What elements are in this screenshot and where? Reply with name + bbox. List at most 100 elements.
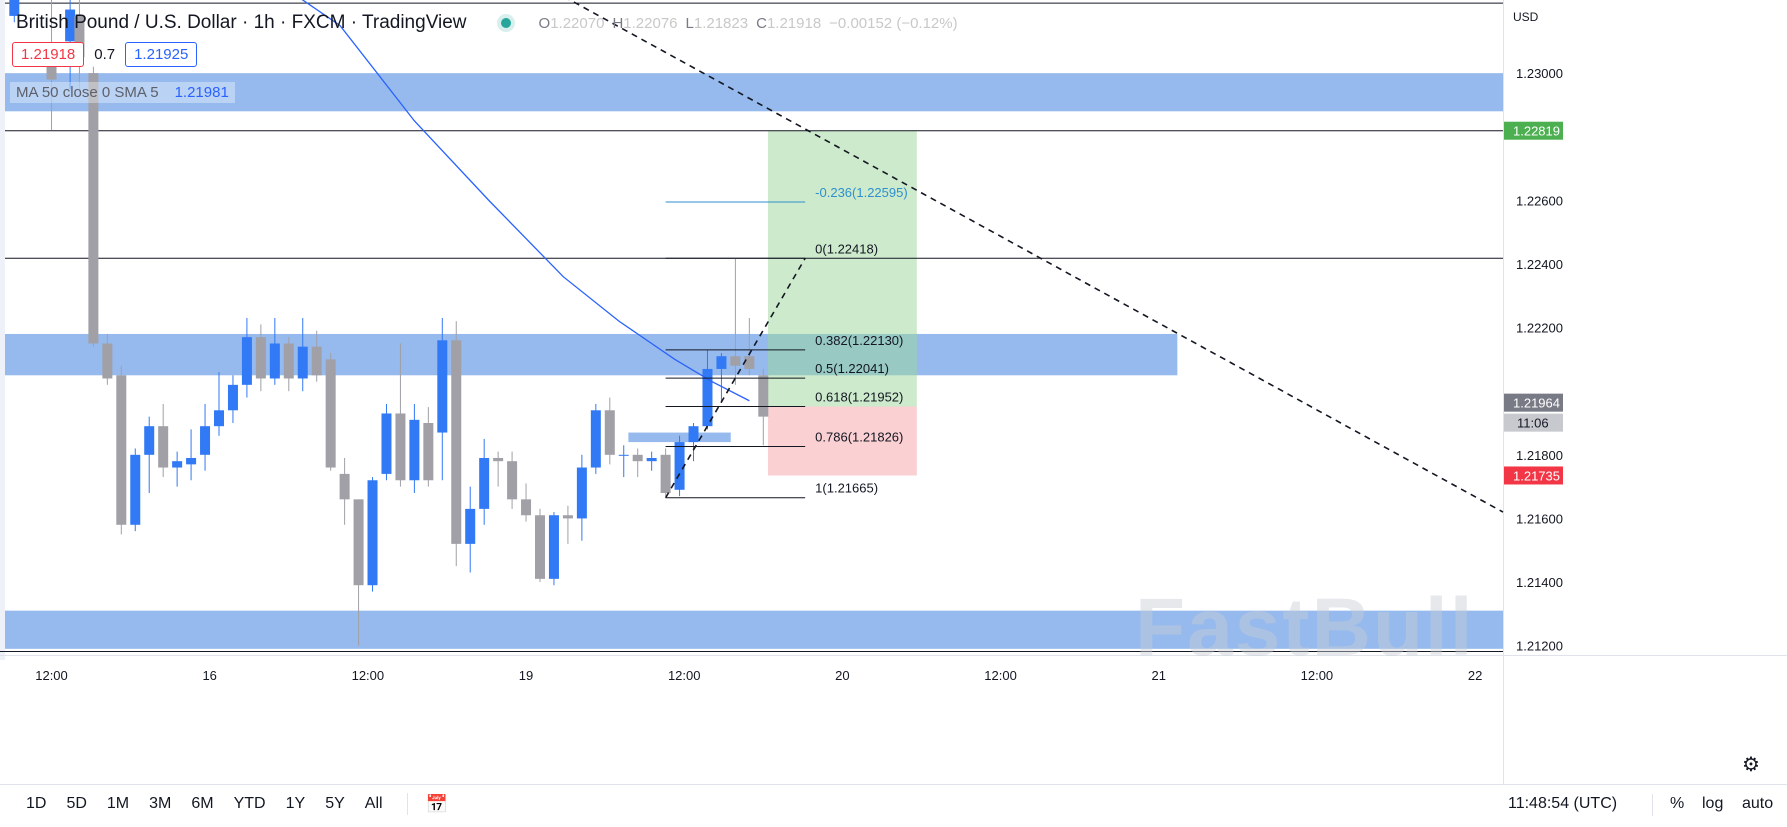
trade-prices: 1.21918 0.7 1.21925 <box>12 42 198 67</box>
log-scale-toggle[interactable]: log <box>1702 795 1724 812</box>
support-resistance-zone <box>5 610 1503 649</box>
price-badge <box>1504 393 1563 412</box>
fib-level-label: 0.5(1.22041) <box>815 361 889 376</box>
spread-value: 0.7 <box>94 46 116 63</box>
candle-body <box>381 413 392 474</box>
candle-body <box>74 15 85 58</box>
fib-trend-line <box>664 257 806 499</box>
time-tick-label: 12:00 <box>984 668 1017 683</box>
countdown-label: 11:06 <box>1517 416 1549 431</box>
ohlc-value: 1.21823 <box>693 14 749 32</box>
candle-body <box>227 384 238 411</box>
ohlc-values: O1.22070 H1.22076 L1.21823 C1.21918 −0.00152… <box>539 15 958 32</box>
fib-level-label: 0.382(1.22130) <box>815 333 903 348</box>
countdown-badge <box>1504 413 1563 432</box>
candle-body <box>465 508 476 544</box>
utc-clock[interactable]: 11:48:54 (UTC) <box>1508 795 1618 812</box>
candle-body <box>46 57 57 80</box>
price-tick-label: 1.22600 <box>1516 193 1563 208</box>
fib-level-label: -0.236(1.22595) <box>815 185 908 200</box>
price-tick-label: 1.21400 <box>1516 575 1563 590</box>
ohlc-value: 1.21918 <box>766 14 822 32</box>
time-tick-label: 12:00 <box>1301 668 1334 683</box>
left-edge <box>0 0 5 660</box>
support-resistance-zone <box>5 333 1178 376</box>
bottom-toolbar: 1D 5D 1M 3M 6M YTD 1Y 5Y All 📅 11:48:54 … <box>0 784 1787 824</box>
candle-body <box>339 473 350 500</box>
range-5d-button[interactable]: 5D <box>66 795 87 812</box>
ohlc-key: H <box>612 14 624 32</box>
ohlc-item: −0.00152 (−0.12%) <box>829 15 957 32</box>
candle-body <box>646 457 657 462</box>
range-1m-button[interactable]: 1M <box>106 795 130 812</box>
ma-legend[interactable]: MA 50 close 0 SMA 5 1.21981 <box>10 82 235 103</box>
fib-level-label: 0.786(1.21826) <box>815 430 903 445</box>
candle-body <box>172 461 183 468</box>
price-tick-label: 1.23000 <box>1516 66 1563 81</box>
ohlc-key: L <box>685 14 694 32</box>
ma-legend-label: MA 50 close 0 SMA 5 <box>16 84 159 101</box>
ma-legend-value: 1.21981 <box>174 84 229 101</box>
range-1y-button[interactable]: 1Y <box>285 795 306 812</box>
candle-body <box>562 515 573 519</box>
candle-body <box>409 419 420 481</box>
candle-body <box>200 426 211 455</box>
candle-body <box>590 410 601 468</box>
candle-body <box>702 368 713 427</box>
candle-body <box>730 356 741 366</box>
candle-body <box>214 410 224 427</box>
candle-body <box>423 423 434 481</box>
candle-body <box>716 356 727 369</box>
candle-body <box>744 356 755 369</box>
range-ytd-button[interactable]: YTD <box>233 795 266 812</box>
range-1d-button[interactable]: 1D <box>26 795 47 812</box>
candle-body <box>367 480 378 586</box>
price-tick-label: 1.21800 <box>1516 448 1563 463</box>
candle-body <box>9 0 20 16</box>
candle-body <box>88 73 99 344</box>
candle-body <box>144 426 155 455</box>
buy-price-button[interactable]: 1.21925 <box>125 42 198 67</box>
ohlc-key: O <box>538 14 551 32</box>
ohlc-value: 1.22070 <box>550 14 605 32</box>
candle-body <box>437 340 448 433</box>
symbol-title[interactable]: British Pound / U.S. Dollar · 1h · FXCM … <box>16 12 467 33</box>
candle-body <box>576 467 587 519</box>
chart-header: British Pound / U.S. Dollar · 1h · FXCM … <box>16 10 958 36</box>
ohlc-item: C1.21918 <box>756 15 821 32</box>
descending-trend-line <box>568 0 1504 513</box>
auto-scale-toggle[interactable]: auto <box>1742 795 1774 812</box>
toolbar-divider-right <box>1652 794 1653 816</box>
candle-body <box>325 359 336 468</box>
range-all-button[interactable]: All <box>364 795 383 812</box>
stop-loss-zone <box>767 406 917 476</box>
range-5y-button[interactable]: 5Y <box>325 795 345 812</box>
candle-body <box>535 515 545 579</box>
candle-body <box>65 9 76 42</box>
candle-body <box>521 499 532 516</box>
sell-price-button[interactable]: 1.21918 <box>12 42 85 67</box>
percent-scale-toggle[interactable]: % <box>1670 795 1685 812</box>
candle-body <box>632 454 643 462</box>
ohlc-value: 1.22076 <box>623 14 678 32</box>
time-tick-label: 22 <box>1468 668 1482 683</box>
price-badge-label: 1.22819 <box>1513 124 1560 139</box>
range-6m-button[interactable]: 6M <box>191 795 214 812</box>
price-tick-label: 1.22200 <box>1516 321 1563 336</box>
go-to-date-calendar-icon[interactable]: 📅 <box>425 793 448 814</box>
candle-body <box>158 426 169 468</box>
candle-body <box>116 375 127 525</box>
chart-settings-gear-icon[interactable]: ⚙ <box>1742 754 1760 776</box>
candle-body <box>255 337 266 379</box>
time-tick-label: 12:00 <box>35 668 68 683</box>
candle-body <box>618 454 629 456</box>
ohlc-item: H1.22076 <box>612 15 677 32</box>
profit-target-zone <box>767 130 917 407</box>
candle-body <box>283 343 294 379</box>
candle-body <box>186 457 197 465</box>
range-3m-button[interactable]: 3M <box>149 795 172 812</box>
candle-body <box>674 442 685 490</box>
time-tick-label: 20 <box>835 668 849 683</box>
candle-body <box>241 337 252 385</box>
